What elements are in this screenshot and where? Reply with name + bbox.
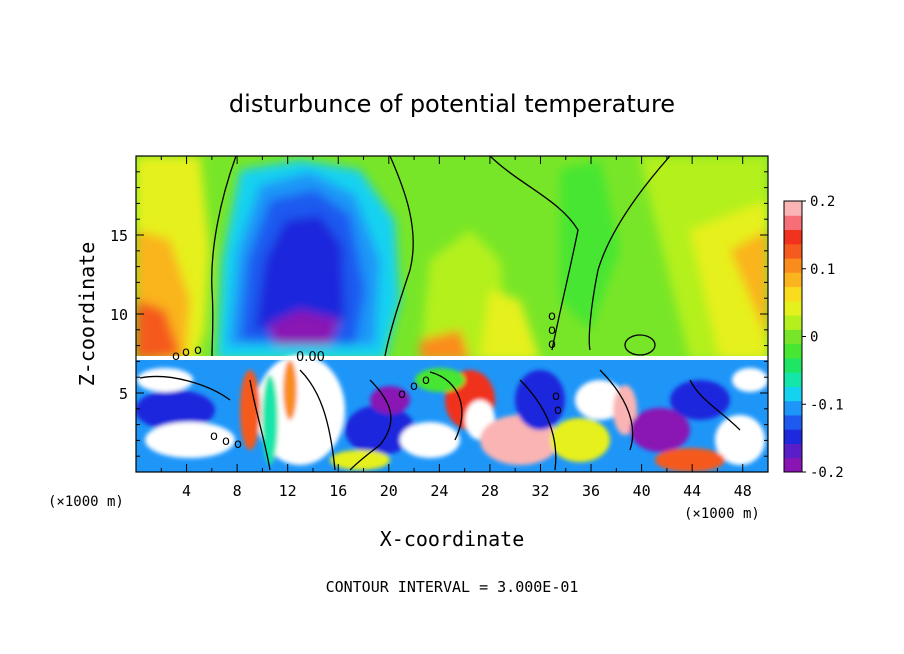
colorbar-swatch [784, 300, 802, 316]
colorbar-swatch [784, 443, 802, 459]
colorbar-swatch [784, 357, 802, 373]
contour-label: o [172, 349, 180, 364]
x-axis-label: X-coordinate [380, 527, 525, 551]
lower-field [136, 355, 768, 472]
x-tick-label: 40 [633, 482, 651, 500]
contour-label: o [234, 437, 242, 452]
x-unit-label: (×1000 m) [48, 494, 124, 510]
contour-label: o [548, 323, 556, 338]
colorbar-swatch [784, 372, 802, 387]
contour-lines [139, 156, 741, 471]
x-tick-label: 28 [481, 482, 499, 500]
contour-label: 0.00 [296, 350, 325, 365]
x-tick-label: 32 [531, 482, 549, 500]
z-tick-label: 10 [110, 306, 128, 324]
colorbar-ticks: 0.2 0.1 0 -0.1 -0.2 [802, 194, 844, 481]
x-tick-label: 44 [683, 482, 701, 500]
contour-label: o [182, 345, 190, 360]
colorbar-swatch [784, 243, 802, 259]
contour-label: o [554, 403, 562, 418]
x-tick-label: 4 [182, 482, 191, 500]
contour-label: o [422, 373, 430, 388]
colorbar-tick-label: -0.1 [810, 397, 844, 413]
colorbar [783, 200, 803, 473]
contour-label: o [552, 389, 560, 404]
x-tick-label: 16 [329, 482, 347, 500]
colorbar-swatch [784, 343, 802, 359]
contour-label: o [398, 387, 406, 402]
x-tick-label: 48 [734, 482, 752, 500]
colorbar-swatch [784, 429, 802, 444]
colorbar-tick-label: -0.2 [810, 465, 844, 481]
colorbar-tick-label: 0.2 [810, 194, 835, 210]
contour-label: o [548, 337, 556, 352]
colorbar-tick-label: 0.1 [810, 262, 835, 278]
x-tick-label: 20 [380, 482, 398, 500]
colorbar-swatch [784, 414, 802, 430]
upper-field [136, 156, 768, 360]
contour-interval-footer: CONTOUR INTERVAL = 3.000E-01 [326, 578, 579, 596]
contour-label: o [222, 434, 230, 449]
colorbar-swatch [784, 258, 802, 273]
colorbar-swatch [784, 457, 802, 473]
x-tick-label: 36 [582, 482, 600, 500]
z-tick-label: 5 [119, 385, 128, 403]
z-tick-label: 15 [110, 227, 128, 245]
contour-label: o [194, 343, 202, 358]
colorbar-swatch [784, 400, 802, 416]
contour-label: o [548, 309, 556, 324]
contour-labels: o o o 0.00 o o o o o o o o o o o [172, 309, 562, 452]
x-axis: 4 8 12 16 20 24 28 32 36 40 44 48 [160, 156, 752, 500]
colorbar-swatch [784, 272, 802, 288]
plot-area: o o o 0.00 o o o o o o o o o o o [136, 156, 768, 472]
z-axis-label: Z-coordinate [75, 242, 99, 387]
contour-label: o [410, 379, 418, 394]
x-tick-label: 24 [430, 482, 448, 500]
chart-title: disturbunce of potential temperature [229, 90, 675, 118]
colorbar-swatch [784, 229, 802, 245]
x-tick-label: 8 [233, 482, 242, 500]
x-tick-label: 12 [279, 482, 297, 500]
contour-label: o [210, 429, 218, 444]
colorbar-swatch [784, 286, 802, 302]
z-unit-label: (×1000 m) [684, 506, 760, 522]
colorbar-swatch [784, 315, 802, 330]
colorbar-tick-label: 0 [810, 330, 818, 346]
colorbar-swatch [784, 215, 802, 231]
colorbar-swatch [784, 386, 802, 402]
colorbar-swatch [784, 201, 802, 216]
colorbar-swatch [784, 329, 802, 345]
z-axis: 5 10 15 [110, 171, 768, 457]
